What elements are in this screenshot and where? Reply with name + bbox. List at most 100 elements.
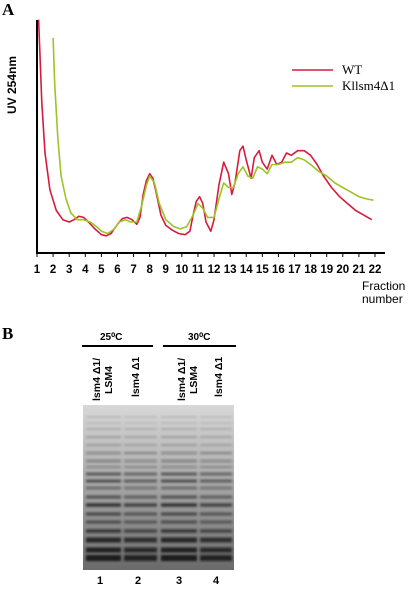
gel-band-lane1-6 [86, 459, 121, 463]
x-tick-label-3: 3 [66, 264, 72, 276]
gel-band-lane3-13 [161, 512, 197, 516]
series-line-kllsm4 [52, 37, 374, 235]
gel-band-lane3-0 [161, 416, 197, 418]
gel-band-lane3-4 [161, 444, 197, 446]
x-tick-label-22: 22 [369, 264, 382, 276]
x-tick-label-13: 13 [224, 264, 237, 276]
gel-band-lane2-8 [124, 472, 157, 476]
temp-25-bar [82, 345, 153, 347]
gel-band-lane1-3 [86, 436, 121, 438]
x-tick-label-17: 17 [288, 264, 301, 276]
gel-band-lane1-0 [86, 416, 121, 418]
x-tick-label-12: 12 [208, 264, 221, 276]
gel-image: 1 2 3 4 [83, 405, 234, 587]
gel-band-lane2-13 [124, 512, 157, 516]
lane-number-2: 2 [135, 575, 141, 587]
lane-number-3: 3 [176, 575, 182, 587]
gel-band-lane1-9 [86, 479, 121, 483]
gel-band-lane2-18 [124, 555, 157, 561]
gel-band-lane2-12 [124, 503, 157, 507]
gel-panel: 25⁰C 30⁰C lsm4 Δ1/ LSM4 lsm4 Δ1 lsm4 Δ1/… [0, 325, 408, 590]
x-tick-label-16: 16 [272, 264, 285, 276]
temp-30-bar [163, 345, 236, 347]
gel-band-lane2-4 [124, 444, 157, 446]
gel-band-lane4-5 [200, 451, 232, 455]
x-tick-label-1: 1 [34, 264, 41, 276]
x-tick-label-20: 20 [336, 264, 349, 276]
gel-band-lane4-7 [200, 466, 232, 468]
gel-band-lane3-12 [161, 503, 197, 507]
gel-band-lane2-6 [124, 459, 157, 463]
gel-band-lane2-14 [124, 520, 157, 524]
gel-band-lane3-8 [161, 472, 197, 476]
x-tick-label-18: 18 [304, 264, 317, 276]
gel-band-lane3-15 [161, 529, 197, 533]
gel-band-lane2-5 [124, 451, 157, 455]
gel-band-lane4-11 [200, 495, 232, 499]
x-tick-label-19: 19 [320, 264, 333, 276]
x-tick-label-4: 4 [82, 264, 89, 276]
gel-band-lane3-11 [161, 495, 197, 499]
gel-band-lane4-18 [200, 555, 232, 561]
panel-b-label: B [2, 324, 14, 343]
gel-band-lane2-1 [124, 422, 157, 424]
x-tick-label-15: 15 [256, 264, 269, 276]
x-axis-label-line-2: number [362, 292, 403, 306]
gel-band-lane4-14 [200, 520, 232, 524]
x-tick-label-11: 11 [192, 264, 205, 276]
x-tick-label-10: 10 [175, 264, 188, 276]
panel-a-label: A [2, 0, 15, 19]
gel-band-lane1-5 [86, 451, 121, 455]
x-tick-label-2: 2 [50, 264, 56, 276]
series-line-wt [37, 19, 373, 237]
gel-band-lane4-4 [200, 444, 232, 446]
gel-band-lane2-2 [124, 428, 157, 430]
gel-band-lane4-0 [200, 416, 232, 418]
x-tick-label-6: 6 [114, 264, 120, 276]
gel-band-lane2-17 [124, 547, 157, 553]
gel-band-lane1-18 [86, 555, 121, 561]
gel-band-lane2-0 [124, 416, 157, 418]
gel-band-lane3-17 [161, 547, 197, 553]
gel-band-lane2-10 [124, 486, 157, 490]
legend: WT Kllsm4Δ1 [292, 62, 395, 93]
gel-band-lane4-13 [200, 512, 232, 516]
gel-band-lane4-8 [200, 472, 232, 476]
gel-band-lane3-3 [161, 436, 197, 438]
gel-band-lane3-16 [161, 537, 197, 543]
gel-band-lane1-8 [86, 472, 121, 476]
lane-number-1: 1 [97, 575, 103, 587]
gel-band-lane1-16 [86, 537, 121, 543]
gel-band-lane2-3 [124, 436, 157, 438]
gel-band-lane1-13 [86, 512, 121, 516]
y-axis-label: UV 254nm [5, 56, 19, 114]
gel-band-lane1-14 [86, 520, 121, 524]
temp-30-label: 30⁰C [188, 332, 211, 343]
legend-label-kllsm4: Kllsm4Δ1 [342, 78, 395, 93]
gel-band-lane3-5 [161, 451, 197, 455]
x-tick-label-7: 7 [130, 264, 136, 276]
gel-band-lane4-12 [200, 503, 232, 507]
gel-band-lane1-11 [86, 495, 121, 499]
gel-band-lane1-10 [86, 486, 121, 490]
gel-band-lane4-3 [200, 436, 232, 438]
gel-band-lane3-1 [161, 422, 197, 424]
gel-band-lane3-14 [161, 520, 197, 524]
gel-band-lane1-2 [86, 428, 121, 430]
gel-band-lane2-9 [124, 479, 157, 483]
uv-profile-chart: 1 2 3 4 5 6 7 8 9 10 11 12 13 14 15 16 17 18 19 20 21 22 UV 2… [5, 19, 405, 306]
x-tick-label-14: 14 [240, 264, 253, 276]
legend-label-wt: WT [342, 62, 362, 77]
x-tick-label-21: 21 [353, 264, 366, 276]
gel-band-lane1-1 [86, 422, 121, 424]
gel-band-lane4-9 [200, 479, 232, 483]
gel-band-lane4-2 [200, 428, 232, 430]
gel-band-lane4-10 [200, 486, 232, 490]
x-tick-label-8: 8 [146, 264, 153, 276]
temp-25-label: 25⁰C [100, 332, 123, 343]
gel-band-lane2-7 [124, 466, 157, 468]
gel-band-lane3-18 [161, 555, 197, 561]
gel-band-lane4-16 [200, 537, 232, 543]
gel-band-lane4-1 [200, 422, 232, 424]
lane-numbers: 1 2 3 4 [97, 575, 220, 587]
